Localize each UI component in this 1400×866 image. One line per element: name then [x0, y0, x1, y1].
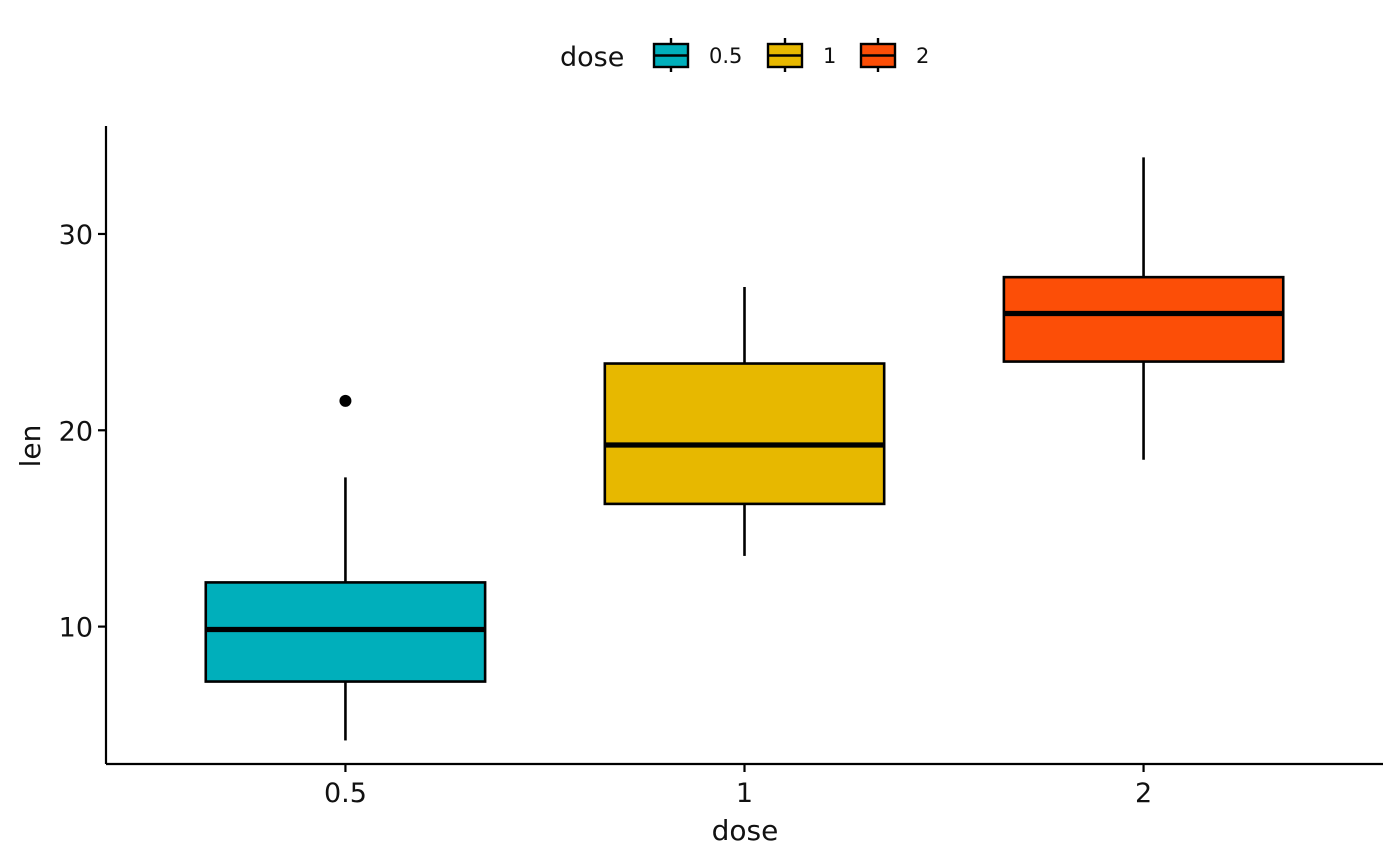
legend-title: dose	[560, 42, 624, 73]
box	[603, 362, 886, 506]
y-axis-ticks: 10 20 30	[59, 220, 106, 644]
legend: dose 0.5 1 2	[560, 38, 929, 73]
x-tick-label: 0.5	[324, 778, 367, 809]
box	[1002, 275, 1285, 363]
legend-label: 2	[916, 44, 929, 68]
box-group-2	[1002, 157, 1285, 460]
x-axis-ticks: 0.5 1 2	[324, 764, 1152, 809]
outlier-point	[339, 394, 352, 407]
legend-label: 1	[823, 44, 836, 68]
y-tick-label: 20	[59, 416, 93, 447]
y-tick-label: 30	[59, 220, 93, 251]
box-group-0.5	[204, 394, 487, 741]
y-tick-label: 10	[59, 613, 93, 644]
x-tick-label: 2	[1135, 778, 1152, 809]
legend-key-1: 1	[766, 38, 836, 72]
legend-key-0.5: 0.5	[652, 38, 742, 72]
box-group-1	[603, 286, 886, 556]
legend-key-2: 2	[859, 38, 929, 72]
x-axis-title: dose	[712, 814, 779, 847]
boxes-layer	[204, 157, 1285, 741]
x-tick-label: 1	[736, 778, 753, 809]
y-axis-title: len	[14, 425, 47, 468]
legend-label: 0.5	[709, 44, 742, 68]
